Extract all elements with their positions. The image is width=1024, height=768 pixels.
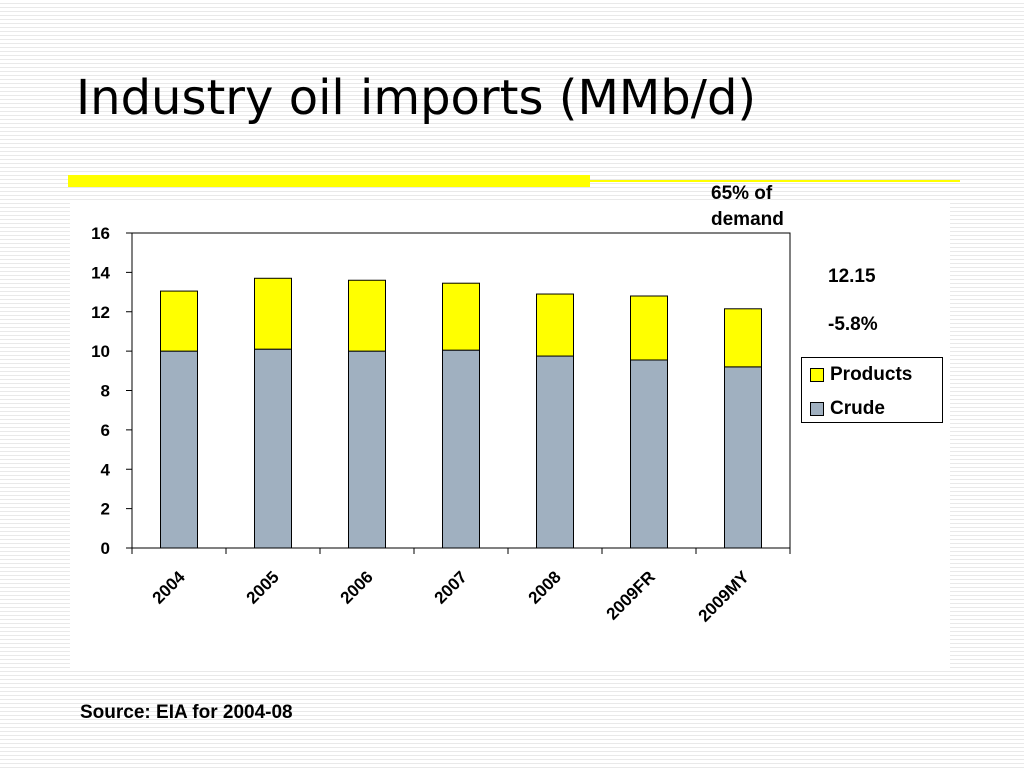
- bar-products-2007: [442, 282, 480, 351]
- y-tick-label: 4: [101, 460, 111, 479]
- x-tick-label: 2004: [149, 567, 190, 608]
- bar-products-2004: [160, 290, 198, 352]
- legend-swatch-products: [810, 368, 824, 382]
- change-annotation: -5.8%: [828, 314, 878, 335]
- y-tick-label: 16: [91, 224, 110, 243]
- bar-products-2008: [536, 293, 574, 357]
- x-tick-label: 2008: [525, 567, 565, 607]
- demand-share-annotation: 65% of demand: [711, 181, 784, 233]
- bar-products-2009my: [724, 308, 762, 368]
- title-accent-line: [590, 180, 960, 182]
- y-tick-label: 6: [101, 421, 110, 440]
- bar-products-2005: [254, 277, 292, 350]
- bar-crude-2005: [254, 348, 292, 549]
- legend-swatch-crude: [810, 402, 824, 416]
- title-accent-bar: [68, 175, 590, 187]
- y-tick-label: 8: [101, 382, 110, 401]
- bar-products-2006: [348, 279, 386, 352]
- slide-title: Industry oil imports (MMb/d): [76, 70, 757, 126]
- legend-label-crude: Crude: [830, 398, 885, 419]
- x-tick-label: 2007: [431, 567, 471, 607]
- demand-share-line2: demand: [711, 209, 784, 230]
- bar-crude-2009fr: [630, 359, 668, 549]
- total-imports-annotation: 12.15: [828, 266, 876, 287]
- bar-crude-2004: [160, 350, 198, 549]
- x-tick-label: 2005: [243, 567, 283, 607]
- x-tick-label: 2009FR: [603, 567, 659, 623]
- bar-crude-2008: [536, 355, 574, 549]
- demand-share-line1: 65% of: [711, 183, 773, 204]
- bar-crude-2007: [442, 349, 480, 549]
- bar-products-2009fr: [630, 295, 668, 361]
- bar-crude-2009my: [724, 366, 762, 549]
- legend-item-crude: Crude: [810, 398, 885, 420]
- chart-panel: [70, 200, 950, 670]
- x-tick-label: 2009MY: [695, 567, 754, 626]
- bar-crude-2006: [348, 350, 386, 549]
- legend-item-products: Products: [810, 364, 912, 386]
- y-tick-label: 14: [91, 263, 110, 282]
- y-tick-label: 2: [101, 500, 110, 519]
- y-tick-label: 12: [91, 303, 110, 322]
- chart-legend: Products Crude: [801, 357, 943, 423]
- y-tick-label: 0: [101, 539, 110, 558]
- x-tick-label: 2006: [337, 567, 377, 607]
- y-tick-label: 10: [91, 342, 110, 361]
- source-note: Source: EIA for 2004-08: [80, 702, 293, 723]
- legend-label-products: Products: [830, 364, 913, 385]
